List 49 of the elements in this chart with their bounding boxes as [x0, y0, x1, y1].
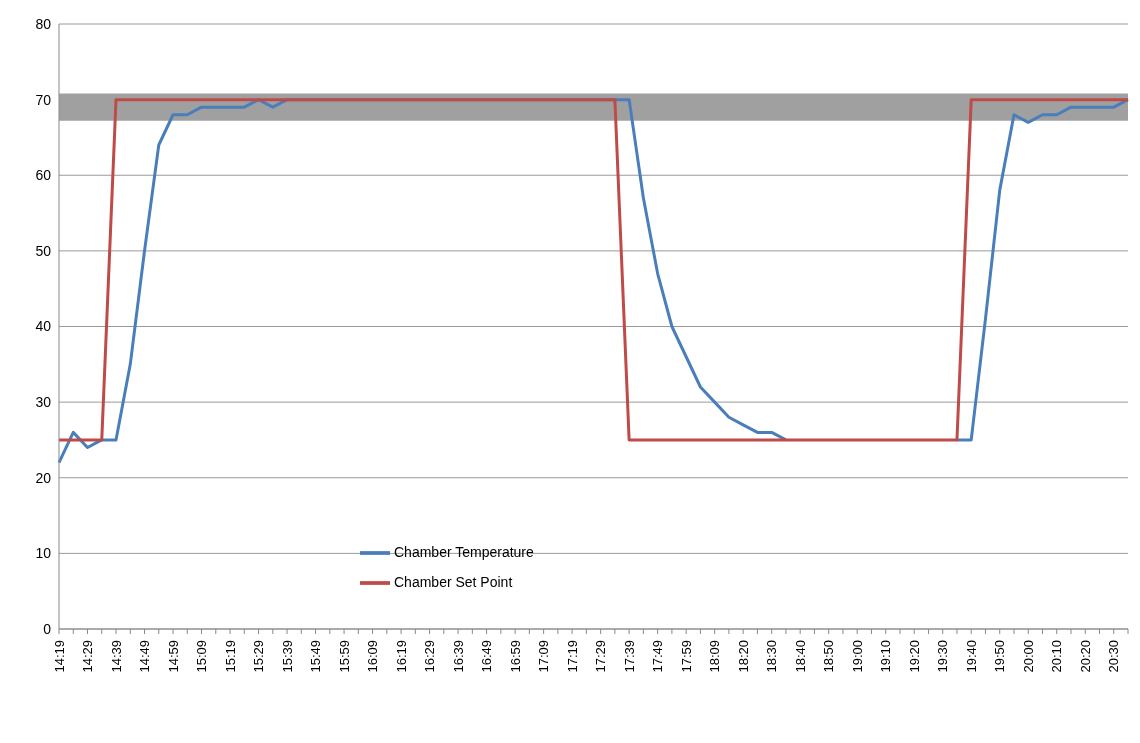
y-tick-label: 80	[35, 15, 52, 32]
x-tick-label: 18:20	[735, 640, 751, 673]
x-tick-label: 17:39	[621, 640, 637, 673]
x-tick-label: 16:49	[479, 640, 495, 673]
x-tick-label: 17:19	[564, 640, 580, 673]
x-tick-label: 20:30	[1106, 640, 1122, 673]
y-tick-label: 20	[35, 469, 52, 486]
x-tick-label: 18:09	[707, 640, 723, 673]
legend-label: Chamber Set Point	[394, 573, 513, 590]
y-tick-label: 30	[35, 394, 52, 411]
x-tick-label: 14:49	[137, 640, 153, 673]
x-tick-label: 17:09	[536, 640, 552, 673]
x-tick-label: 17:49	[650, 640, 666, 673]
x-tick-label: 19:10	[878, 640, 894, 673]
x-tick-label: 15:09	[194, 640, 210, 673]
x-tick-label: 19:00	[849, 640, 865, 673]
x-tick-label: 14:39	[108, 640, 124, 673]
x-tick-label: 18:40	[792, 640, 808, 673]
x-tick-label: 15:49	[308, 640, 324, 673]
y-tick-label: 40	[35, 318, 52, 335]
x-tick-label: 20:20	[1077, 640, 1093, 673]
x-tick-label: 15:29	[251, 640, 267, 673]
x-tick-label: 17:59	[678, 640, 694, 673]
x-tick-label: 19:50	[992, 640, 1008, 673]
x-tick-label: 19:20	[906, 640, 922, 673]
x-tick-label: 14:29	[80, 640, 96, 673]
x-tick-label: 15:59	[336, 640, 352, 673]
x-tick-label: 19:30	[935, 640, 951, 673]
x-tick-label: 18:50	[821, 640, 837, 673]
x-tick-label: 16:09	[365, 640, 381, 673]
x-tick-label: 14:59	[165, 640, 181, 673]
x-tick-label: 20:10	[1049, 640, 1065, 673]
x-tick-label: 15:39	[279, 640, 295, 673]
x-tick-label: 14:19	[51, 640, 67, 673]
legend-label: Chamber Temperature	[394, 543, 534, 560]
x-tick-label: 16:29	[422, 640, 438, 673]
x-tick-label: 17:29	[593, 640, 609, 673]
y-tick-label: 0	[43, 620, 52, 637]
x-tick-label: 16:59	[507, 640, 523, 673]
y-tick-label: 60	[35, 167, 52, 184]
y-tick-label: 70	[35, 91, 52, 108]
x-tick-label: 20:00	[1020, 640, 1036, 673]
x-tick-label: 16:19	[393, 640, 409, 673]
y-tick-label: 10	[35, 545, 52, 562]
x-tick-label: 19:40	[963, 640, 979, 673]
x-tick-label: 18:30	[764, 640, 780, 673]
x-tick-label: 15:19	[222, 640, 238, 673]
y-tick-label: 50	[35, 242, 52, 259]
x-tick-label: 16:39	[450, 640, 466, 673]
